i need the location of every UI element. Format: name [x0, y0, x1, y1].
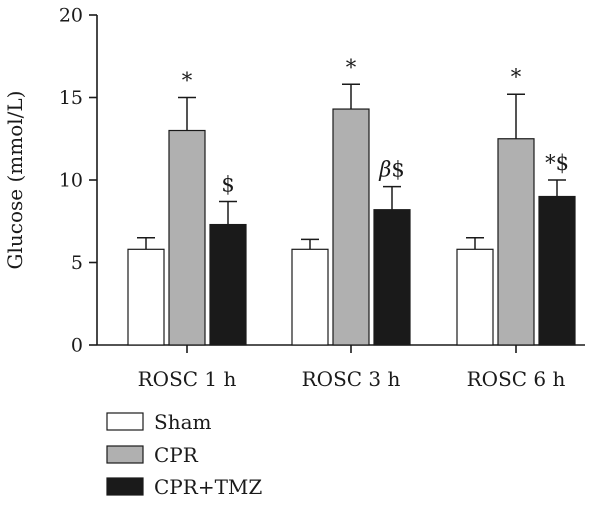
bar-cpr-tmz [538, 195, 576, 346]
legend-swatch [106, 445, 144, 464]
bar-cpr [332, 108, 370, 346]
y-tick-label: 5 [71, 252, 83, 274]
significance-marker: * [182, 69, 193, 93]
x-category-label: ROSC 1 h [138, 367, 237, 391]
y-tick-label: 15 [59, 87, 83, 109]
legend-label: CPR [154, 443, 199, 467]
legend-swatch [106, 477, 144, 496]
significance-marker: $ [221, 172, 234, 196]
legend-label: CPR+TMZ [154, 475, 262, 499]
x-category-label: ROSC 6 h [467, 367, 566, 391]
bar-cpr-tmz [209, 223, 247, 346]
legend-label: Sham [154, 410, 212, 434]
significance-marker: * [346, 55, 357, 79]
bars: *$*β$**$ [127, 55, 576, 346]
bar-sham [127, 248, 165, 346]
legend-swatch [106, 412, 144, 431]
significance-marker: * [511, 65, 522, 89]
significance-marker: *$ [545, 151, 569, 175]
x-category-label: ROSC 3 h [302, 367, 401, 391]
bar-cpr [168, 129, 206, 346]
significance-marker: β$ [378, 158, 405, 182]
y-axis-label: Glucose (mmol/L) [3, 91, 27, 270]
legend: Sham CPR CPR+TMZ [106, 410, 262, 499]
bar-cpr [497, 138, 535, 346]
bar-sham [291, 248, 329, 346]
bar-sham [456, 248, 494, 346]
y-tick-label: 20 [59, 5, 83, 27]
axes: 0 5 10 15 20 ROSC 1 h ROSC 3 h ROSC 6 h [59, 5, 585, 391]
bar-cpr-tmz [373, 209, 411, 346]
y-tick-label: 0 [71, 335, 83, 357]
y-tick-label: 10 [59, 170, 83, 192]
